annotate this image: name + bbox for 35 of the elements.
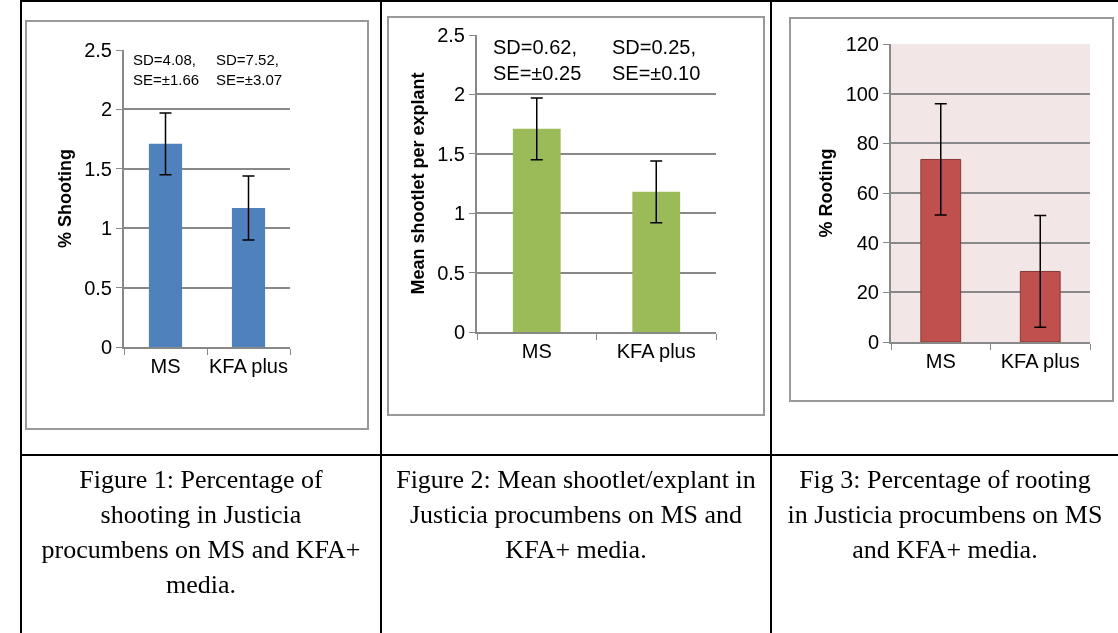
annotation: SD=7.52, SE=±3.07 xyxy=(216,51,283,88)
y-tick-label: 2.5 xyxy=(84,39,112,61)
y-tick-label: 40 xyxy=(856,231,879,254)
x-tick-label: KFA plus xyxy=(1000,350,1080,372)
y-tick-label: 0.5 xyxy=(437,261,465,284)
x-tick-label: KFA plus xyxy=(209,355,288,377)
annotation: SD=0.62, SE=±0.25 xyxy=(493,36,582,84)
text: Fig 3: Percentage of rooting in Justicia procumbens on MS and KFA+ media. xyxy=(772,454,1118,633)
y-tick-label: 60 xyxy=(856,182,879,204)
y-tick-label: 1.5 xyxy=(84,157,112,180)
x-tick-label: KFA plus xyxy=(616,340,696,362)
text: Figure 2: Mean shootlet/explant in Justicia procumbens on MS and KFA+ media. xyxy=(382,454,770,633)
annotation: SD=0.25, SE=±0.10 xyxy=(612,36,701,84)
y-tick-label: 1.5 xyxy=(437,142,465,165)
y-tick-label: 2 xyxy=(453,83,465,106)
y-tick-label: 2 xyxy=(100,98,112,121)
x-tick-label: MS xyxy=(150,355,181,377)
y-tick-label: 0.5 xyxy=(84,276,112,299)
y-tick-label: 120 xyxy=(845,33,879,55)
y-tick-label: 20 xyxy=(856,281,879,304)
y-axis-title: % Shooting xyxy=(54,149,75,248)
y-tick-label: 1 xyxy=(453,202,465,225)
y-tick-label: 0 xyxy=(453,321,465,343)
y-tick-label: 100 xyxy=(845,82,879,105)
y-tick-label: 80 xyxy=(856,132,879,155)
y-tick-label: 0 xyxy=(867,331,879,353)
y-tick-label: 2.5 xyxy=(437,24,465,46)
annotation: SD=4.08, SE=±1.66 xyxy=(133,51,200,88)
text: Figure 1: Percentage of shooting in Justicia procumbens on MS and KFA+ media. xyxy=(22,454,380,633)
y-tick-label: 0 xyxy=(100,336,112,358)
y-tick-label: 1 xyxy=(100,217,112,240)
x-tick-label: MS xyxy=(925,350,956,372)
y-axis-title: % Rooting xyxy=(816,148,837,238)
y-axis-title: Mean shootlet per explant xyxy=(407,72,428,295)
x-tick-label: MS xyxy=(521,340,552,362)
